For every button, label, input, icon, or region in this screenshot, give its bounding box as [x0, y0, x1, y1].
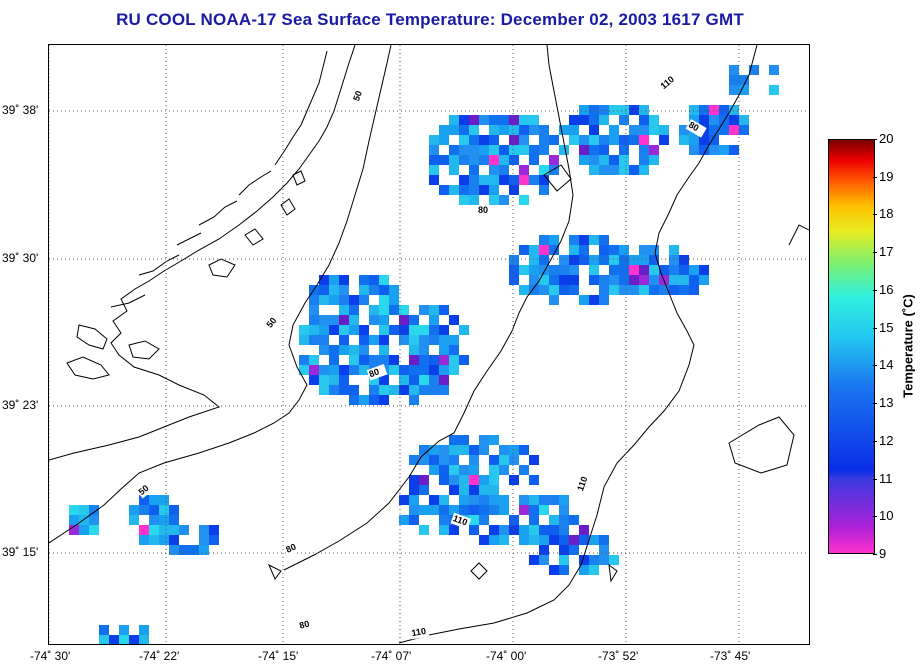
- lon-label-3: -74˚ 15': [258, 649, 299, 663]
- contour-label: 110: [575, 475, 589, 492]
- colorbar-tick-label: 15: [879, 319, 894, 335]
- colorbar-tick-mark: [873, 554, 877, 555]
- colorbar-tick-label: 10: [879, 508, 894, 524]
- colorbar-tick-mark: [873, 478, 877, 480]
- colorbar-tick-label: 17: [879, 244, 894, 260]
- colorbar-tick-label: 18: [879, 206, 894, 222]
- map-title: RU COOL NOAA-17 Sea Surface Temperature:…: [116, 10, 744, 29]
- lon-label-7: -73˚ 45': [710, 649, 751, 663]
- colorbar-tick-mark: [873, 176, 877, 178]
- colorbar-tick-mark: [873, 214, 877, 216]
- colorbar-tick-label: 12: [879, 432, 894, 448]
- coastline: [49, 45, 356, 461]
- colorbar-tick-mark: [873, 516, 877, 518]
- lat-label-1: 39˚ 38': [2, 103, 39, 117]
- contour-label: 50: [264, 316, 278, 330]
- lon-label-2: -74˚ 22': [139, 649, 180, 663]
- lon-label-5: -74˚ 00': [486, 649, 527, 663]
- graticule: [49, 45, 809, 644]
- colorbar-tick-mark: [873, 252, 877, 254]
- lat-label-2: 39˚ 30': [2, 251, 39, 265]
- colorbar-label: Temperature (˚C): [900, 294, 916, 398]
- contour-label: 80: [368, 366, 381, 379]
- contour-label: 80: [298, 618, 310, 630]
- contour-label: 80: [284, 541, 297, 554]
- lon-label-4: -74˚ 07': [371, 649, 412, 663]
- contour-label: 80: [687, 120, 701, 134]
- temperature-pixels: [69, 65, 779, 644]
- colorbar-tick-label: 19: [879, 168, 894, 184]
- colorbar-tick-label: 9: [879, 546, 887, 561]
- bathymetry-contours: [49, 45, 809, 644]
- colorbar-tick-label: 14: [879, 357, 894, 373]
- contour-label: 50: [136, 483, 150, 497]
- colorbar-tick-mark: [873, 365, 877, 367]
- contour-label: 110: [411, 626, 427, 638]
- temperature-colorbar: [828, 139, 875, 554]
- lon-label-1: -74˚ 30': [30, 649, 71, 663]
- contour-label: 80: [478, 205, 488, 215]
- colorbar-tick-mark: [873, 440, 877, 442]
- colorbar-tick-mark: [873, 289, 877, 291]
- lat-label-3: 39˚ 23': [2, 398, 39, 412]
- colorbar-tick-mark: [873, 139, 877, 140]
- colorbar-tick-label: 16: [879, 281, 894, 297]
- colorbar-tick-label: 13: [879, 395, 894, 411]
- lon-label-6: -73˚ 52': [598, 649, 639, 663]
- colorbar-tick-mark: [873, 403, 877, 405]
- contour-label: 110: [452, 513, 469, 527]
- colorbar-tick-label: 11: [879, 470, 893, 486]
- colorbar-tick-label: 20: [879, 131, 894, 146]
- contour-label: 50: [351, 89, 364, 102]
- colorbar-tick-mark: [873, 327, 877, 329]
- lat-label-4: 39˚ 15': [2, 545, 39, 559]
- sst-map[interactable]: 50 110 80 80 50 80 110 80 50 110 80 110: [48, 44, 810, 645]
